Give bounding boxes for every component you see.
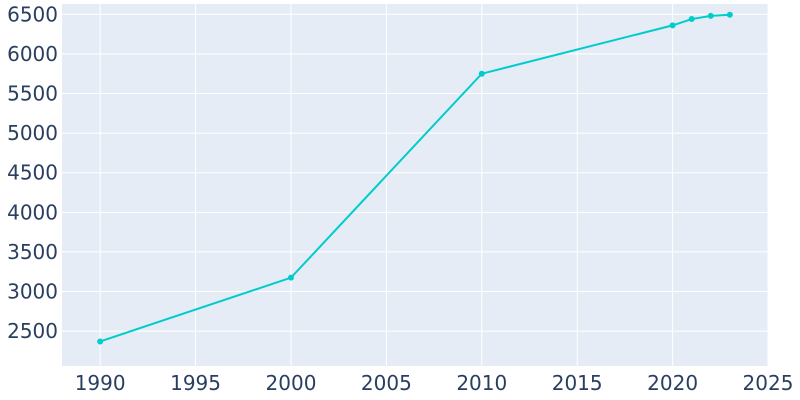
data-point [97, 338, 104, 345]
data-point [688, 16, 695, 23]
data-point [726, 11, 733, 18]
x-tick-label: 2000 [266, 371, 317, 395]
y-tick-label: 5000 [7, 121, 58, 145]
x-tick-label: 1995 [170, 371, 221, 395]
y-tick-label: 6500 [7, 2, 58, 26]
data-point [707, 12, 714, 19]
y-tick-label: 3500 [7, 240, 58, 264]
y-tick-label: 6000 [7, 42, 58, 66]
data-point [669, 22, 676, 29]
x-tick-label: 2010 [456, 371, 507, 395]
data-points [97, 11, 733, 345]
y-axis-ticks: 2500 3000 3500 4000 4500 5000 5500 6000 6500 [7, 2, 58, 343]
x-axis-ticks: 1990 1995 2000 2005 2010 2015 2020 2025 [75, 371, 794, 395]
x-tick-label: 1990 [75, 371, 126, 395]
data-point [287, 274, 294, 281]
y-tick-label: 4000 [7, 200, 58, 224]
data-point [478, 70, 485, 77]
y-tick-label: 2500 [7, 319, 58, 343]
y-tick-label: 5500 [7, 82, 58, 106]
y-tick-label: 3000 [7, 280, 58, 304]
plot-area [62, 4, 768, 366]
y-tick-label: 4500 [7, 161, 58, 185]
x-tick-label: 2020 [647, 371, 698, 395]
x-tick-label: 2005 [361, 371, 412, 395]
x-tick-label: 2015 [552, 371, 603, 395]
gridlines [62, 4, 769, 366]
x-tick-label: 2025 [743, 371, 794, 395]
